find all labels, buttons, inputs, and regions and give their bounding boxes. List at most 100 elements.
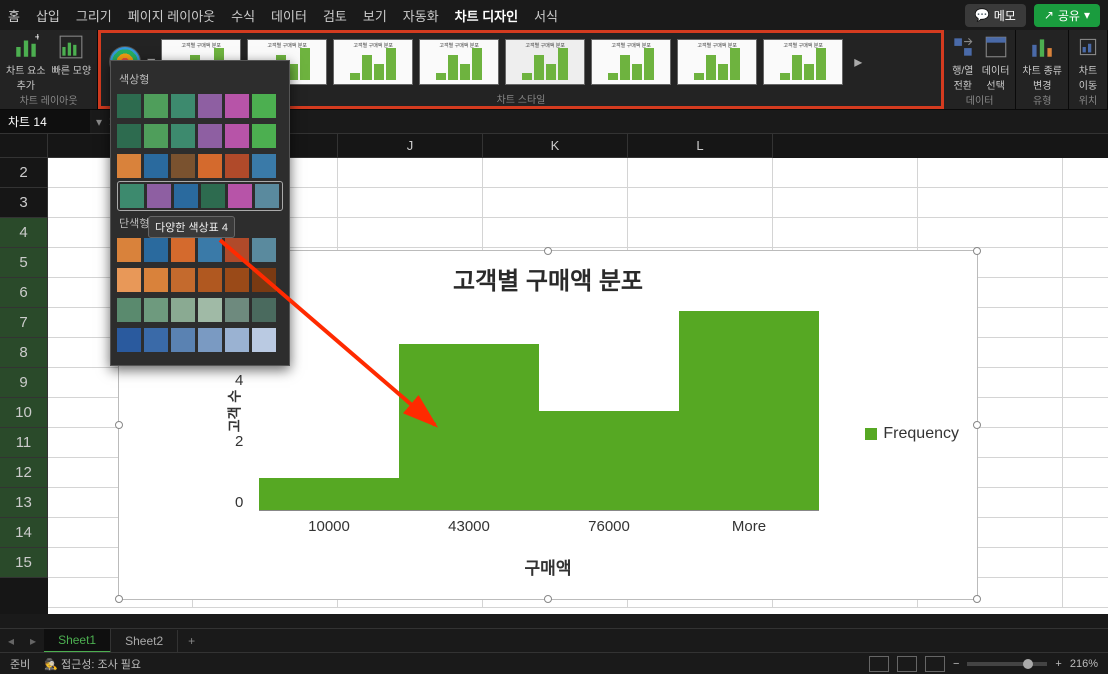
tab-pagelayout[interactable]: 페이지 레이아웃 [128,6,215,25]
color-swatch[interactable] [201,184,225,208]
tab-formulas[interactable]: 수식 [231,6,255,25]
row-header[interactable]: 4 [0,218,48,248]
color-swatch[interactable] [198,94,222,118]
palette-row[interactable] [117,235,283,265]
chart-style-7[interactable]: 고객별 구매액 분포 [677,39,757,85]
status-a11y[interactable]: 🕵 접근성: 조사 필요 [44,656,141,672]
palette-row[interactable] [117,295,283,325]
row-header[interactable]: 12 [0,458,48,488]
row-header[interactable]: 6 [0,278,48,308]
color-swatch[interactable] [117,124,141,148]
chart-style-4[interactable]: 고객별 구매액 분포 [419,39,499,85]
color-swatch[interactable] [198,298,222,322]
color-swatch[interactable] [144,298,168,322]
tab-draw[interactable]: 그리기 [76,6,112,25]
chart-plot-area[interactable]: 고객 수 6 4 2 0 10000 43000 76000 More [259,311,819,511]
color-swatch[interactable] [120,184,144,208]
add-sheet-button[interactable]: + [178,634,205,648]
view-break-button[interactable] [925,656,945,672]
select-data-button[interactable]: 데이터 선택 [982,34,1010,92]
tab-format[interactable]: 서식 [534,6,558,25]
sheet-nav-prev[interactable]: ◂ [0,634,22,648]
chart-style-8[interactable]: 고객별 구매액 분포 [763,39,843,85]
color-swatch[interactable] [117,298,141,322]
switch-row-col-button[interactable]: 행/열 전환 [950,34,976,92]
row-header[interactable]: 15 [0,548,48,578]
color-swatch[interactable] [171,238,195,262]
color-swatch[interactable] [225,328,249,352]
color-swatch[interactable] [225,94,249,118]
sheet-tab-1[interactable]: Sheet1 [44,629,111,653]
color-swatch[interactable] [228,184,252,208]
chart-style-3[interactable]: 고객별 구매액 분포 [333,39,413,85]
tab-home[interactable]: 홈 [8,6,20,25]
color-swatch[interactable] [252,94,276,118]
color-swatch[interactable] [198,238,222,262]
memo-button[interactable]: 💬 메모 [965,4,1026,27]
zoom-out-button[interactable]: − [953,658,959,670]
row-header[interactable]: 3 [0,188,48,218]
color-swatch[interactable] [252,298,276,322]
quick-layout-button[interactable]: 빠른 모양 [52,34,92,77]
color-swatch[interactable] [252,124,276,148]
namebox-dropdown-icon[interactable]: ▾ [96,115,102,129]
color-swatch[interactable] [225,124,249,148]
chart-bar[interactable] [259,478,399,511]
styles-more-button[interactable]: ▸ [849,52,867,72]
tab-chartdesign[interactable]: 차트 디자인 [455,6,518,25]
color-swatch[interactable] [117,238,141,262]
color-swatch[interactable] [198,328,222,352]
row-header[interactable]: 14 [0,518,48,548]
sheet-nav-next[interactable]: ▸ [22,634,44,648]
zoom-in-button[interactable]: + [1055,658,1061,670]
zoom-level[interactable]: 216% [1070,658,1098,670]
color-swatch[interactable] [147,184,171,208]
color-swatch[interactable] [144,154,168,178]
palette-row[interactable] [117,181,283,211]
chart-bar[interactable] [539,411,679,511]
row-header[interactable]: 9 [0,368,48,398]
color-swatch[interactable] [144,94,168,118]
color-swatch[interactable] [225,154,249,178]
color-swatch[interactable] [144,238,168,262]
palette-row[interactable] [117,91,283,121]
color-swatch[interactable] [171,268,195,292]
color-swatch[interactable] [225,268,249,292]
color-swatch[interactable] [171,298,195,322]
row-header[interactable]: 13 [0,488,48,518]
chart-bar[interactable] [679,311,819,511]
tab-review[interactable]: 검토 [323,6,347,25]
column-header[interactable]: L [628,134,773,158]
color-swatch[interactable] [198,154,222,178]
color-swatch[interactable] [117,94,141,118]
zoom-slider[interactable] [967,662,1047,666]
palette-row[interactable] [117,151,283,181]
chart-style-6[interactable]: 고객별 구매액 분포 [591,39,671,85]
tab-view[interactable]: 보기 [363,6,387,25]
color-swatch[interactable] [252,328,276,352]
move-chart-button[interactable]: 차트 이동 [1075,34,1101,92]
row-header[interactable]: 8 [0,338,48,368]
palette-row[interactable] [117,121,283,151]
add-chart-element-button[interactable]: + 차트 요소 추가 [6,34,46,92]
tab-data[interactable]: 데이터 [271,6,307,25]
tab-automate[interactable]: 자동화 [403,6,439,25]
change-chart-type-button[interactable]: 차트 종류 변경 [1022,34,1062,92]
palette-row[interactable] [117,265,283,295]
color-swatch[interactable] [252,268,276,292]
palette-row[interactable] [117,325,283,355]
chart-style-5[interactable]: 고객별 구매액 분포 [505,39,585,85]
chart-bar[interactable] [399,344,539,511]
row-header[interactable]: 11 [0,428,48,458]
color-swatch[interactable] [171,94,195,118]
name-box[interactable]: 차트 14 [0,110,90,133]
sheet-tab-2[interactable]: Sheet2 [111,630,178,652]
color-swatch[interactable] [144,328,168,352]
color-swatch[interactable] [225,298,249,322]
row-header[interactable]: 10 [0,398,48,428]
color-swatch[interactable] [171,328,195,352]
row-header[interactable]: 5 [0,248,48,278]
color-swatch[interactable] [252,238,276,262]
view-page-button[interactable] [897,656,917,672]
color-swatch[interactable] [252,154,276,178]
